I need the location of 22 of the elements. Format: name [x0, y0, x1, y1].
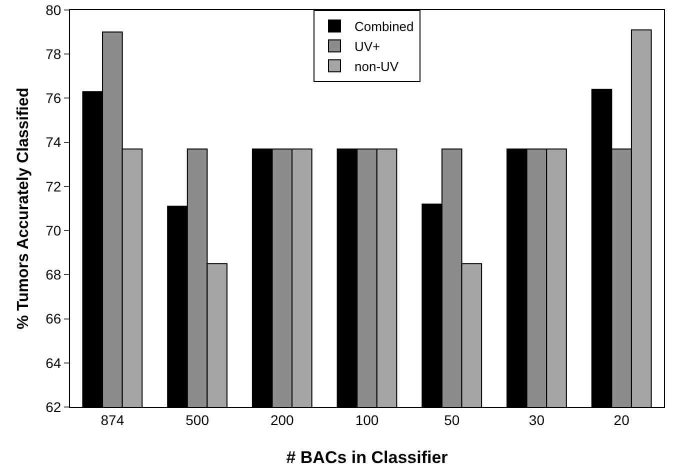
- x-tick-label: 200: [270, 412, 294, 428]
- x-tick-label: 20: [614, 412, 630, 428]
- legend-label: UV+: [354, 38, 380, 54]
- x-tick-label: 500: [186, 412, 210, 428]
- y-tick-label: 80: [46, 2, 62, 18]
- y-tick-label: 74: [46, 134, 62, 150]
- x-tick-label: 100: [355, 412, 379, 428]
- y-tick-label: 70: [46, 222, 62, 238]
- y-tick-label: 76: [46, 90, 62, 106]
- x-axis-title: # BACs in Classifier: [286, 448, 448, 467]
- legend-label: non-UV: [354, 58, 399, 74]
- y-tick-label: 68: [46, 266, 62, 283]
- x-tick-label: 874: [100, 412, 124, 428]
- legend-label: Combined: [354, 19, 414, 34]
- y-tick-label: 66: [46, 310, 62, 327]
- y-tick-label: 72: [46, 178, 62, 194]
- y-tick-label: 64: [46, 354, 62, 371]
- y-axis-title: % Tumors Accurately Classified: [15, 88, 32, 330]
- y-tick-label: 62: [46, 398, 62, 415]
- x-tick-label: 30: [528, 412, 545, 428]
- y-tick-label: 78: [46, 46, 62, 62]
- x-tick-label: 50: [444, 412, 460, 428]
